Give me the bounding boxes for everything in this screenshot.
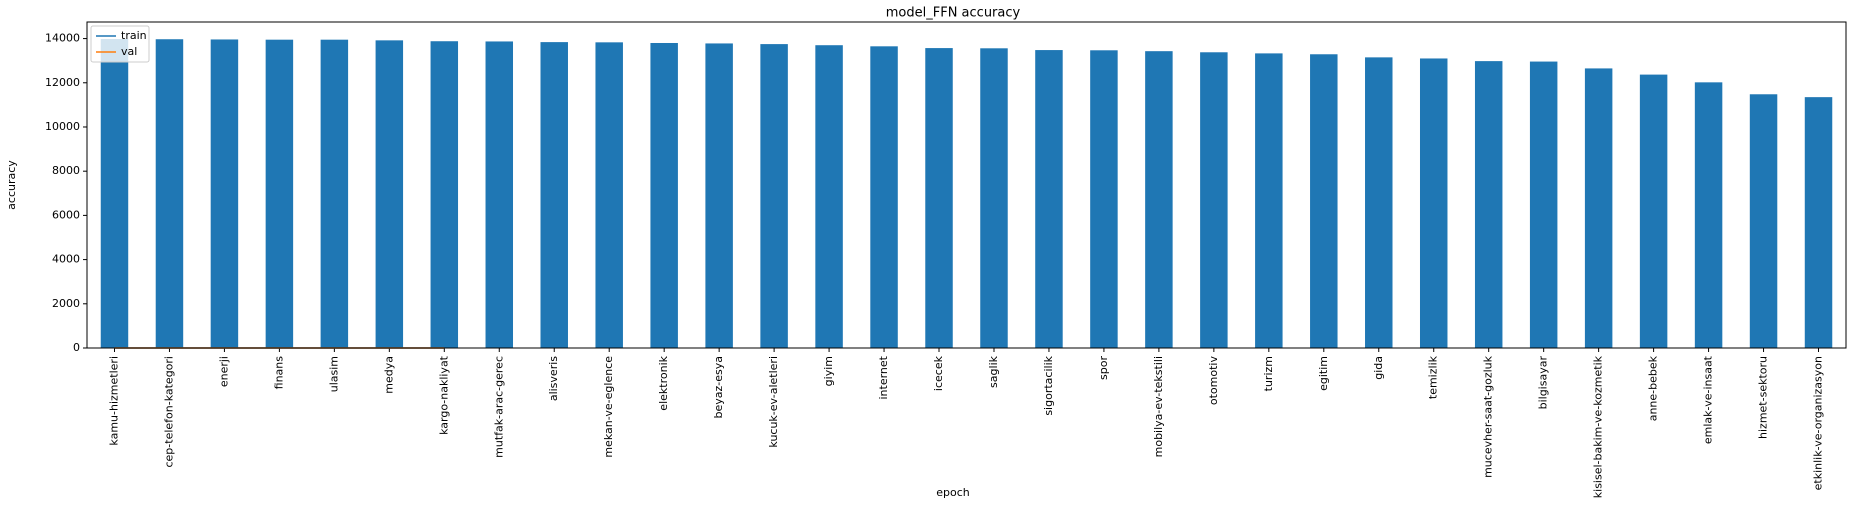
legend-label: train bbox=[121, 29, 147, 42]
x-tick-label: medya bbox=[382, 356, 395, 394]
legend-box bbox=[90, 25, 150, 63]
bar bbox=[375, 40, 404, 348]
bar bbox=[1255, 53, 1283, 349]
x-tick-label: temizlik bbox=[1427, 355, 1440, 399]
x-tick-label: turizm bbox=[1262, 356, 1275, 391]
x-tick-label: anne-bebek bbox=[1647, 355, 1660, 421]
y-tick-label: 10000 bbox=[45, 120, 80, 133]
x-tick-label: cep-telefon-kategori bbox=[162, 356, 175, 468]
x-tick-label: beyaz-esya bbox=[712, 356, 725, 419]
y-tick-label: 0 bbox=[73, 341, 80, 354]
x-tick-label: saglik bbox=[987, 355, 1000, 388]
x-tick-label: emlak-ve-insaat bbox=[1702, 355, 1715, 444]
bar bbox=[155, 39, 184, 349]
x-tick-label: giyim bbox=[822, 356, 835, 386]
x-tick-label: elektronik bbox=[657, 355, 670, 410]
x-tick-label: spor bbox=[1097, 356, 1110, 380]
chart-title: model_FFN accuracy bbox=[886, 6, 1021, 21]
x-tick-label: alisveris bbox=[547, 356, 560, 401]
bar bbox=[1694, 82, 1723, 349]
bar bbox=[540, 42, 568, 348]
x-tick-label: kamu-hizmetleri bbox=[107, 356, 120, 446]
x-tick-label: gida bbox=[1372, 356, 1385, 380]
plot-frame bbox=[86, 21, 1847, 349]
y-tick-label: 2000 bbox=[52, 297, 80, 310]
legend-label: val bbox=[121, 45, 137, 58]
bar bbox=[650, 42, 678, 348]
x-tick-label: bilgisayar bbox=[1537, 356, 1550, 410]
bar bbox=[1310, 54, 1338, 349]
bar bbox=[210, 39, 239, 349]
x-axis-label: epoch bbox=[936, 486, 970, 499]
bar bbox=[870, 46, 898, 349]
y-axis-label: accuracy bbox=[5, 160, 18, 210]
x-tick-label: sigortacilik bbox=[1042, 355, 1055, 415]
y-tick-label: 12000 bbox=[45, 76, 80, 89]
bar bbox=[925, 48, 953, 349]
x-tick-label: mobilya-ev-tekstili bbox=[1152, 356, 1165, 457]
x-tick-label: finans bbox=[272, 356, 285, 390]
x-tick-label: icecek bbox=[932, 355, 945, 391]
y-tick-label: 14000 bbox=[45, 32, 80, 45]
bar bbox=[1090, 50, 1118, 349]
x-tick-label: mucevher-saat-gozluk bbox=[1482, 355, 1495, 478]
bar bbox=[1474, 61, 1503, 349]
x-tick-label: otomotiv bbox=[1207, 356, 1220, 406]
bar bbox=[1749, 94, 1778, 348]
bar bbox=[100, 39, 129, 348]
y-tick-label: 6000 bbox=[52, 208, 80, 221]
bar bbox=[1145, 51, 1173, 349]
bar bbox=[705, 43, 733, 348]
x-tick-label: kisisel-bakim-ve-kozmetik bbox=[1592, 355, 1605, 498]
y-tick-label: 4000 bbox=[52, 253, 80, 266]
x-tick-label: kargo-nakliyat bbox=[437, 355, 450, 435]
bar bbox=[815, 45, 843, 348]
x-tick-label: enerji bbox=[217, 356, 230, 387]
bar bbox=[485, 41, 514, 348]
bar bbox=[265, 39, 294, 348]
bar bbox=[980, 48, 1008, 348]
x-tick-label: internet bbox=[877, 355, 890, 399]
x-tick-label: kucuk-ev-aletleri bbox=[767, 356, 780, 448]
bar bbox=[595, 42, 623, 349]
bar bbox=[1804, 97, 1833, 349]
bar bbox=[1639, 74, 1668, 348]
x-tick-label: etkinlik-ve-organizasyon bbox=[1812, 356, 1825, 490]
bar bbox=[1584, 68, 1613, 348]
x-tick-label: egitim bbox=[1317, 356, 1330, 391]
x-tick-label: mekan-ve-eglence bbox=[602, 356, 615, 458]
bar bbox=[430, 41, 459, 348]
bar bbox=[1035, 50, 1063, 348]
bar bbox=[320, 39, 349, 348]
x-tick-label: ulasim bbox=[327, 356, 340, 392]
y-tick-label: 8000 bbox=[52, 164, 80, 177]
x-tick-label: hizmet-sektoru bbox=[1757, 356, 1770, 439]
bar bbox=[1529, 61, 1558, 348]
x-tick-label: mutfak-arac-gerec bbox=[492, 356, 505, 458]
bar bbox=[1365, 57, 1393, 349]
bar bbox=[1200, 52, 1228, 348]
bar bbox=[1419, 58, 1448, 348]
bar bbox=[760, 44, 788, 349]
